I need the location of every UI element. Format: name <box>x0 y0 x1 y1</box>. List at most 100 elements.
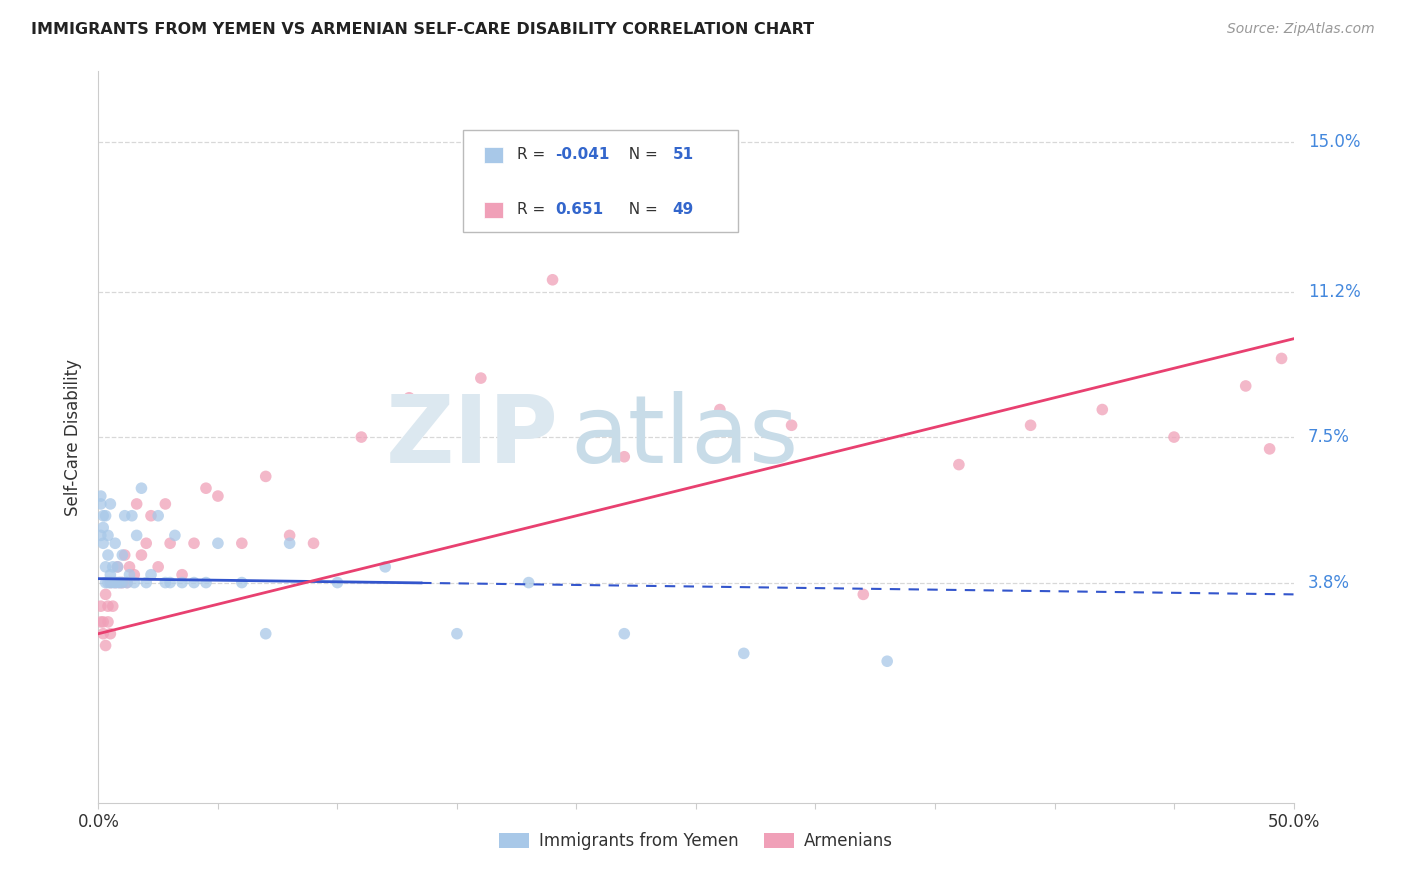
Point <box>114 508 136 523</box>
Point <box>104 575 127 590</box>
Text: IMMIGRANTS FROM YEMEN VS ARMENIAN SELF-CARE DISABILITY CORRELATION CHART: IMMIGRANTS FROM YEMEN VS ARMENIAN SELF-C… <box>31 22 814 37</box>
Point <box>98 575 122 590</box>
Point <box>125 497 148 511</box>
Point <box>101 559 124 574</box>
Point <box>231 575 253 590</box>
Point <box>94 639 117 653</box>
Point <box>107 575 129 590</box>
Point <box>104 536 127 550</box>
Point <box>90 489 112 503</box>
Point <box>97 599 120 614</box>
Point <box>94 575 117 590</box>
Point <box>125 528 148 542</box>
Point <box>1091 402 1114 417</box>
Point <box>121 508 143 523</box>
Legend: Immigrants from Yemen, Armenians: Immigrants from Yemen, Armenians <box>492 825 900 856</box>
Point <box>135 575 157 590</box>
Point <box>139 508 162 523</box>
Bar <box>485 202 503 218</box>
Point <box>111 548 134 562</box>
Point <box>326 575 349 590</box>
Point <box>1271 351 1294 366</box>
Point <box>91 520 114 534</box>
Point <box>733 646 755 660</box>
Text: atlas: atlas <box>571 391 799 483</box>
Point <box>118 559 141 574</box>
Point <box>159 536 181 550</box>
Point <box>101 599 124 614</box>
Point <box>91 508 114 523</box>
Point <box>90 528 112 542</box>
Point <box>139 567 162 582</box>
Point <box>470 371 492 385</box>
Point <box>876 654 898 668</box>
Point <box>148 559 170 574</box>
Point <box>98 575 122 590</box>
Point <box>90 497 112 511</box>
Text: ZIP: ZIP <box>385 391 558 483</box>
Point <box>207 489 229 503</box>
Point <box>97 548 120 562</box>
Point <box>107 559 129 574</box>
Point <box>104 575 127 590</box>
Point <box>207 536 229 550</box>
Point <box>90 615 112 629</box>
Text: 51: 51 <box>672 147 693 162</box>
Text: 3.8%: 3.8% <box>1308 574 1350 591</box>
Point <box>1019 418 1042 433</box>
Point <box>115 575 138 590</box>
Point <box>98 567 122 582</box>
Point <box>183 536 205 550</box>
Point <box>98 497 122 511</box>
Point <box>231 536 253 550</box>
Point <box>111 575 134 590</box>
Text: N =: N = <box>619 202 662 217</box>
Point <box>107 559 129 574</box>
Text: R =: R = <box>517 147 550 162</box>
Point <box>172 567 194 582</box>
Point <box>195 575 218 590</box>
Point <box>135 536 157 550</box>
Point <box>398 391 420 405</box>
Point <box>1258 442 1281 456</box>
Point <box>446 626 468 640</box>
Point <box>278 528 301 542</box>
Point <box>94 559 117 574</box>
Point <box>115 575 138 590</box>
Bar <box>485 146 503 163</box>
Point <box>101 575 124 590</box>
FancyBboxPatch shape <box>463 130 738 232</box>
Point <box>155 497 177 511</box>
Text: -0.041: -0.041 <box>555 147 610 162</box>
Text: R =: R = <box>517 202 550 217</box>
Text: N =: N = <box>619 147 662 162</box>
Point <box>541 273 564 287</box>
Text: 0.651: 0.651 <box>555 202 603 217</box>
Point <box>948 458 970 472</box>
Point <box>94 587 117 601</box>
Point <box>254 469 277 483</box>
Point <box>517 575 540 590</box>
Point <box>131 481 153 495</box>
Y-axis label: Self-Care Disability: Self-Care Disability <box>65 359 83 516</box>
Point <box>709 402 731 417</box>
Point <box>1234 379 1257 393</box>
Point <box>97 615 120 629</box>
Point <box>613 626 636 640</box>
Point <box>254 626 277 640</box>
Point <box>183 575 205 590</box>
Point <box>91 626 114 640</box>
Point <box>111 575 134 590</box>
Point <box>1163 430 1185 444</box>
Point <box>90 599 112 614</box>
Point <box>163 528 186 542</box>
Text: 11.2%: 11.2% <box>1308 283 1361 301</box>
Point <box>172 575 194 590</box>
Point <box>131 548 153 562</box>
Point <box>108 575 131 590</box>
Point <box>613 450 636 464</box>
Point <box>91 615 114 629</box>
Point <box>302 536 325 550</box>
Point <box>97 528 120 542</box>
Point <box>278 536 301 550</box>
